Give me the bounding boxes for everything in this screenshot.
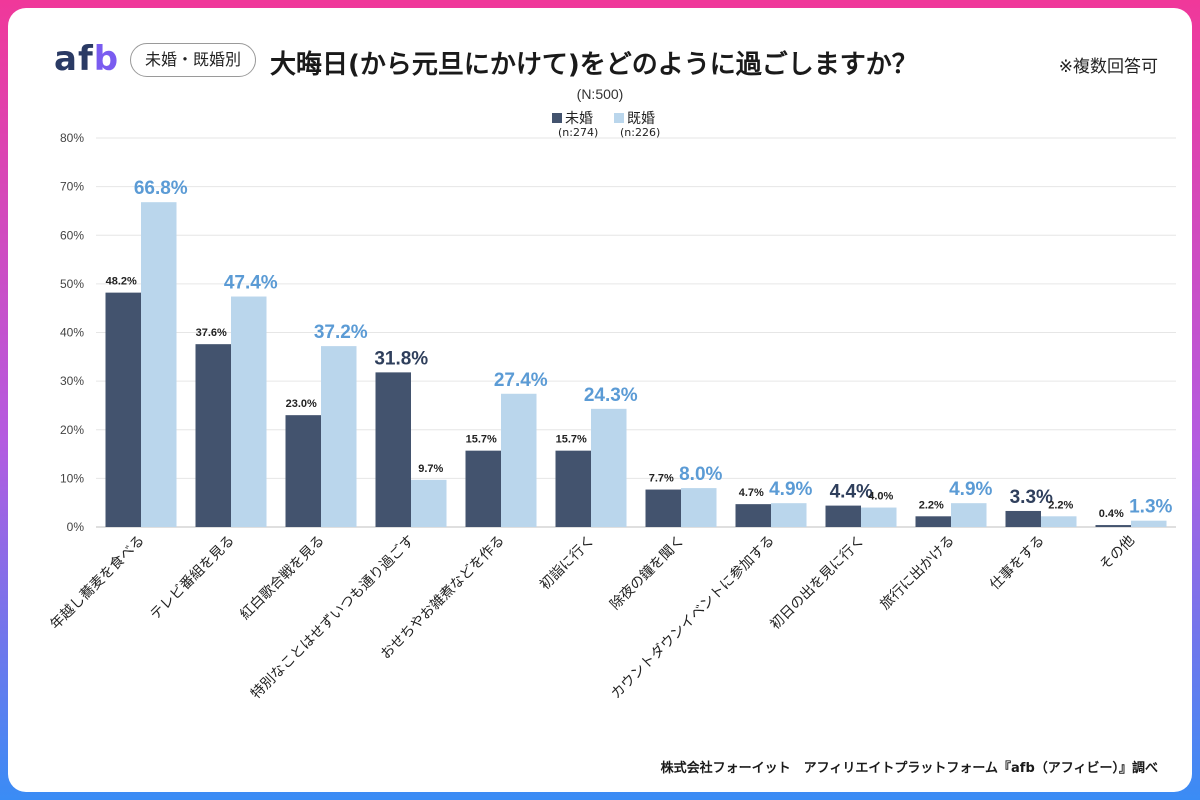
y-tick-label: 20%	[60, 423, 84, 437]
bar-married	[231, 296, 267, 527]
bar-unmarried	[915, 516, 951, 527]
bar-married	[771, 503, 807, 527]
data-label-married: 66.8%	[134, 178, 188, 199]
bar-married	[951, 503, 987, 527]
bar-unmarried	[825, 505, 861, 527]
legend-sample-unmarried: (n:274)	[558, 126, 599, 139]
multiple-answer-note: ※複数回答可	[1058, 57, 1158, 77]
data-label-married: 4.9%	[949, 479, 992, 500]
bar-unmarried	[645, 489, 681, 527]
legend-swatch-unmarried	[552, 113, 562, 123]
bar-married	[411, 479, 447, 527]
bar-unmarried	[285, 415, 321, 527]
data-label-married: 27.4%	[494, 370, 548, 391]
logo-main: af	[54, 39, 94, 79]
y-tick-label: 80%	[60, 131, 84, 145]
bar-married	[141, 202, 177, 527]
x-category-label: 年越し蕎麦を食べる	[47, 532, 148, 633]
legend-item-married: 既婚 (n:226)	[614, 108, 660, 139]
bar-unmarried	[1005, 510, 1041, 527]
bar-married	[1131, 520, 1167, 527]
logo-accent: b	[93, 39, 120, 79]
data-label-married: 1.3%	[1129, 497, 1172, 518]
data-label-married: 2.2%	[1048, 499, 1073, 511]
x-category-label: 旅行に出かける	[877, 533, 958, 614]
data-label-unmarried: 3.3%	[1010, 487, 1053, 508]
data-label-unmarried: 15.7%	[556, 434, 587, 446]
chart-title: 大晦日(から元旦にかけて)をどのように過ごしますか？	[270, 50, 918, 80]
data-label-married: 37.2%	[314, 322, 368, 343]
bar-married	[321, 346, 357, 527]
legend-item-unmarried: 未婚 (n:274)	[552, 108, 598, 139]
x-category-label: 特別なことはせずいつも通り過ごす	[248, 533, 418, 703]
y-tick-label: 30%	[60, 374, 84, 388]
data-label-married: 4.9%	[769, 479, 812, 500]
x-category-label: 初日の出を見に行く	[767, 532, 868, 633]
data-label-married: 24.3%	[584, 385, 638, 406]
data-label-married: 9.7%	[418, 463, 443, 475]
data-label-unmarried: 0.4%	[1099, 508, 1124, 520]
data-label-unmarried: 31.8%	[374, 348, 428, 369]
bar-unmarried	[555, 450, 591, 527]
bar-married	[591, 408, 627, 527]
data-label-unmarried: 23.0%	[286, 398, 317, 410]
bar-unmarried	[375, 372, 411, 527]
data-label-unmarried: 4.7%	[739, 487, 764, 499]
bar-unmarried	[465, 450, 501, 527]
data-label-married: 8.0%	[679, 464, 722, 485]
data-label-unmarried: 2.2%	[919, 499, 944, 511]
legend-sample-married: (n:226)	[620, 126, 661, 139]
y-tick-label: 0%	[67, 520, 85, 534]
x-category-label: 仕事をする	[987, 533, 1048, 594]
data-label-unmarried: 15.7%	[466, 434, 497, 446]
data-label-unmarried: 37.6%	[196, 327, 227, 339]
legend-swatch-married	[614, 113, 624, 123]
x-category-label: 初詣に行く	[536, 532, 598, 594]
bar-unmarried	[735, 504, 771, 527]
y-tick-label: 10%	[60, 471, 84, 485]
x-category-label: その他	[1097, 533, 1138, 574]
bar-unmarried	[105, 292, 141, 527]
x-category-label: 除夜の鐘を聞く	[607, 532, 688, 613]
x-category-label: 紅白歌合戦を見る	[237, 533, 328, 624]
x-category-label: テレビ番組を見る	[147, 533, 238, 624]
data-label-unmarried: 4.4%	[830, 482, 873, 503]
data-label-unmarried: 48.2%	[106, 276, 137, 288]
y-tick-label: 60%	[60, 228, 84, 242]
y-tick-label: 50%	[60, 277, 84, 291]
legend-label-unmarried: 未婚	[565, 111, 593, 127]
data-label-unmarried: 7.7%	[649, 473, 674, 485]
chart-card: afb 未婚・既婚別 大晦日(から元旦にかけて)をどのように過ごしますか？ ※複…	[8, 8, 1192, 792]
bar-married	[681, 488, 717, 527]
y-tick-label: 70%	[60, 180, 84, 194]
bar-unmarried	[1095, 525, 1131, 527]
bar-married	[1041, 516, 1077, 527]
bar-married	[861, 507, 897, 527]
sample-size-label: (N:500)	[576, 86, 624, 102]
segment-pill: 未婚・既婚別	[130, 43, 257, 77]
bar-married	[501, 393, 537, 527]
legend-label-married: 既婚	[627, 111, 655, 127]
data-label-married: 47.4%	[224, 273, 278, 294]
bar-unmarried	[195, 344, 231, 527]
source-credit: 株式会社フォーイット アフィリエイトプラットフォーム『afb（アフィビー）』調べ	[660, 761, 1158, 776]
bar-chart: 0% 10% 20% 30% 40% 50% 60% 70% 80% 48.2% 66.8% 年越し蕎…	[47, 131, 1176, 703]
afb-logo: afb	[54, 42, 119, 76]
y-tick-label: 40%	[60, 326, 84, 340]
data-label-married: 4.0%	[868, 491, 893, 503]
x-category-label: カウントダウンイベントに参加する	[607, 532, 777, 702]
